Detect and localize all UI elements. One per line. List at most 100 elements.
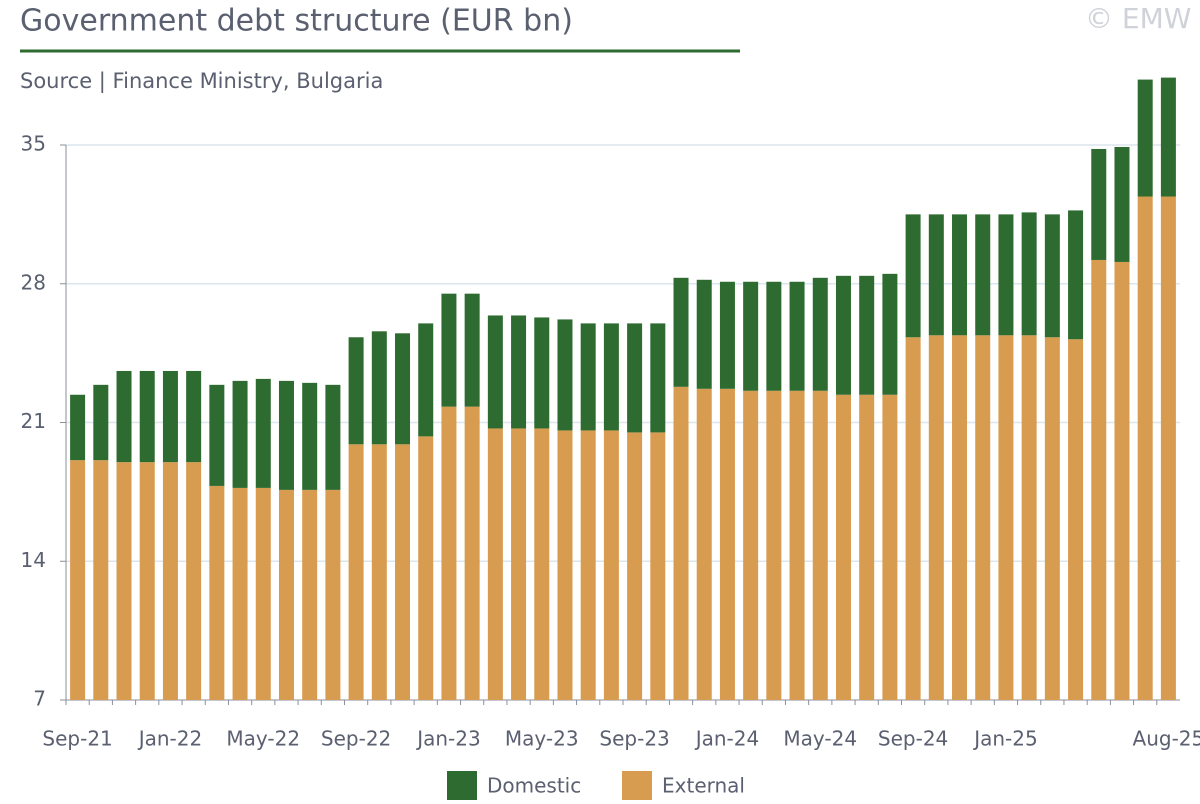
bar-segment — [1114, 146, 1130, 262]
bar-segment — [1137, 196, 1153, 701]
bar-segment — [209, 384, 225, 486]
bar-segment — [789, 281, 805, 391]
chart-subtitle: Source | Finance Ministry, Bulgaria — [20, 69, 383, 94]
bar-segment — [975, 335, 991, 700]
bar-segment — [255, 378, 271, 488]
x-tick-label: May-22 — [226, 727, 300, 751]
bar-segment — [1160, 196, 1176, 701]
bar-segment — [812, 277, 828, 391]
bar-segment — [557, 430, 573, 700]
bar-segment — [580, 323, 596, 431]
chart-title: Government debt structure (EUR bn) — [20, 4, 573, 39]
bar-segment — [696, 279, 712, 389]
bar-segment — [673, 386, 689, 700]
bar-segment — [719, 281, 735, 389]
bar-segment — [975, 214, 991, 336]
x-tick-label: Jan-23 — [415, 727, 481, 751]
x-tick-label: May-24 — [783, 727, 857, 751]
x-tick-label: Aug-25 — [1133, 727, 1200, 751]
bar-segment — [1114, 261, 1130, 700]
bar-segment — [348, 337, 364, 445]
bar-segment — [186, 462, 202, 700]
bar-segment — [627, 432, 643, 700]
bar-segment — [511, 428, 527, 700]
bar-segment — [952, 214, 968, 336]
bar-segment — [766, 281, 782, 391]
bar-segment — [603, 323, 619, 431]
bar-segment — [93, 460, 109, 700]
bar-segment — [1021, 335, 1037, 700]
bar-segment — [859, 394, 875, 700]
bar-segment — [650, 432, 666, 700]
bar-segment — [789, 390, 805, 700]
bar-segment — [1091, 259, 1107, 700]
bar-segment — [487, 315, 503, 429]
x-tick-label: Jan-24 — [694, 727, 760, 751]
bar-segment — [418, 323, 434, 437]
bar-segment — [743, 281, 759, 391]
bar-segment — [325, 384, 341, 490]
bar-segment — [1160, 77, 1176, 197]
bar-segment — [395, 333, 411, 445]
bar-segment — [302, 382, 318, 490]
bar-segment — [232, 380, 248, 488]
x-tick-label: Jan-25 — [972, 727, 1038, 751]
bar-segment — [905, 214, 921, 338]
bar-segment — [766, 390, 782, 700]
bar-segment — [371, 331, 387, 445]
legend-swatch — [622, 771, 652, 801]
bar-segment — [1068, 210, 1084, 340]
bar-segment — [302, 489, 318, 700]
bar-segment — [232, 487, 248, 700]
bar-segment — [511, 315, 527, 429]
bar-segment — [557, 319, 573, 431]
bar-segment — [905, 337, 921, 700]
y-tick-label: 14 — [21, 548, 46, 572]
bar-segment — [139, 462, 155, 700]
watermark: © EMW — [1085, 2, 1191, 35]
bar-segment — [487, 428, 503, 700]
bar-segment — [70, 460, 86, 700]
legend-label: External — [662, 774, 745, 798]
bar-segment — [441, 406, 457, 700]
bar-segment — [882, 273, 898, 395]
bar-segment — [209, 485, 225, 700]
bar-segment — [278, 380, 294, 490]
bar-segment — [998, 335, 1014, 700]
bar-segment — [928, 214, 944, 336]
bar-segment — [743, 390, 759, 700]
bar-segment — [650, 323, 666, 433]
bar-segment — [325, 489, 341, 700]
bar-segment — [418, 436, 434, 700]
x-tick-label: Sep-21 — [42, 727, 112, 751]
bar-segment — [278, 489, 294, 700]
bar-segment — [186, 370, 202, 463]
legend-swatch — [447, 771, 477, 801]
bar-segment — [719, 388, 735, 700]
bar-segment — [696, 388, 712, 700]
bar-segment — [835, 394, 851, 700]
bar-segment — [928, 335, 944, 700]
bar-segment — [116, 370, 132, 463]
bar-segment — [70, 394, 86, 461]
bar-segment — [464, 293, 480, 407]
x-tick-label: May-23 — [505, 727, 579, 751]
bar-segment — [1021, 212, 1037, 336]
x-tick-label: Sep-22 — [321, 727, 391, 751]
bar-segment — [603, 430, 619, 700]
bar-segment — [627, 323, 643, 433]
y-tick-label: 7 — [33, 687, 46, 711]
bar-segment — [348, 444, 364, 700]
bar-segment — [395, 444, 411, 700]
legend-label: Domestic — [487, 774, 581, 798]
bar-segment — [441, 293, 457, 407]
bar-segment — [1068, 339, 1084, 700]
bar-segment — [1044, 337, 1060, 700]
bar-segment — [139, 370, 155, 463]
x-tick-label: Jan-22 — [137, 727, 203, 751]
x-tick-label: Sep-24 — [878, 727, 948, 751]
bar-segment — [162, 462, 178, 700]
y-tick-label: 28 — [21, 270, 46, 294]
bar-segment — [673, 277, 689, 387]
